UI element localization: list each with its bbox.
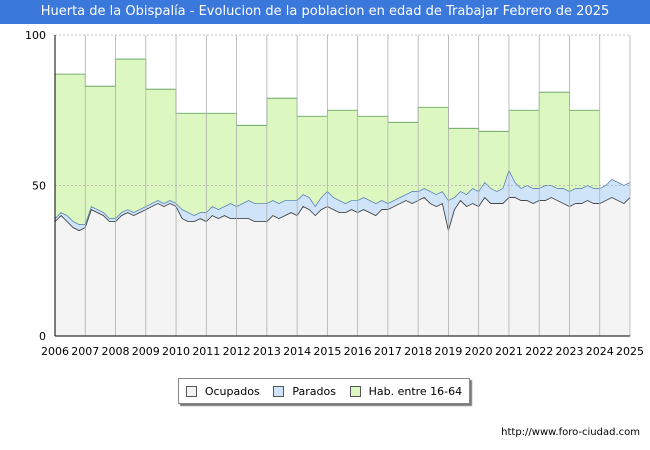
y-tick-label: 0 — [39, 330, 46, 343]
ocupados-line — [54, 196, 631, 232]
legend-label-parados: Parados — [292, 384, 336, 398]
legend-swatch-ocupados — [185, 385, 197, 397]
x-tick-label: 2016 — [344, 345, 372, 358]
chart-title: Huerta de la Obispalía - Evolucion de la… — [0, 0, 650, 24]
x-tick-label: 2008 — [102, 345, 130, 358]
x-tick-label: 2011 — [192, 345, 220, 358]
legend-label-habitantes: Hab. entre 16-64 — [368, 384, 463, 398]
chart-area: 2006 2007 2008 2009 2010 2011 2012 2013 2014 2015… — [25, 29, 644, 358]
x-tick-label: 2007 — [71, 345, 99, 358]
legend-swatch-parados — [273, 385, 285, 397]
legend-swatch-habitantes — [349, 385, 361, 397]
x-tick-label: 2013 — [253, 345, 281, 358]
x-tick-label: 2015 — [313, 345, 341, 358]
legend-item-habitantes: Hab. entre 16-64 — [349, 384, 463, 398]
legend-label-ocupados: Ocupados — [204, 384, 260, 398]
x-tick-label: 2019 — [434, 345, 462, 358]
x-tick-label: 2009 — [132, 345, 160, 358]
ocupados-area — [55, 197, 630, 336]
x-tick-label: 2020 — [465, 345, 493, 358]
y-tick-label: 50 — [32, 180, 46, 193]
x-tick-label: 2021 — [495, 345, 523, 358]
x-tick-label: 2017 — [374, 345, 402, 358]
x-tick-label: 2022 — [525, 345, 553, 358]
legend-item-parados: Parados — [273, 385, 336, 398]
y-tick-label: 100 — [25, 29, 46, 42]
x-tick-label: 2023 — [555, 345, 583, 358]
x-tick-label: 2006 — [41, 345, 69, 358]
x-tick-label: 2018 — [404, 345, 432, 358]
x-tick-label: 2025 — [616, 345, 644, 358]
legend: Ocupados Parados Hab. entre 16-64 — [178, 378, 470, 404]
x-tick-label: 2014 — [283, 345, 311, 358]
x-tick-label: 2010 — [162, 345, 190, 358]
x-tick-label: 2024 — [586, 345, 614, 358]
x-tick-label: 2012 — [223, 345, 251, 358]
legend-item-ocupados: Ocupados — [185, 384, 260, 398]
parados-line — [54, 169, 631, 225]
source-link[interactable]: http://www.foro-ciudad.com — [501, 427, 640, 438]
